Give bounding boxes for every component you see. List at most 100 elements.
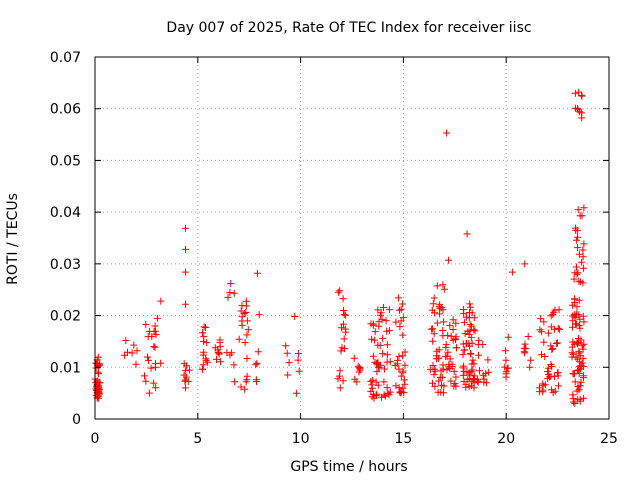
data-point xyxy=(545,364,553,372)
data-point xyxy=(224,293,232,301)
data-point xyxy=(147,364,155,372)
data-point xyxy=(334,375,342,383)
data-point xyxy=(396,323,404,331)
data-point xyxy=(336,367,344,375)
data-point xyxy=(485,368,493,376)
data-point xyxy=(570,275,578,283)
data-point xyxy=(356,365,364,373)
data-point xyxy=(443,129,451,137)
data-point xyxy=(122,337,130,344)
data-markers xyxy=(91,88,588,407)
data-point xyxy=(524,333,532,340)
x-tick-label: 25 xyxy=(600,431,618,447)
data-point xyxy=(253,378,260,385)
data-point xyxy=(447,377,455,385)
data-point xyxy=(450,367,458,375)
data-point xyxy=(430,330,438,338)
data-point xyxy=(575,250,583,258)
data-point xyxy=(203,339,211,347)
data-point xyxy=(95,378,103,386)
data-point xyxy=(440,382,448,390)
data-point xyxy=(548,386,556,394)
data-point xyxy=(398,300,406,308)
data-point xyxy=(436,310,444,318)
data-point xyxy=(230,361,238,369)
data-point xyxy=(466,303,474,311)
data-point xyxy=(395,384,403,392)
data-point xyxy=(574,233,581,241)
data-point xyxy=(433,347,441,355)
data-point xyxy=(374,306,382,314)
data-point xyxy=(295,367,303,375)
data-point xyxy=(579,246,587,254)
data-point xyxy=(392,318,400,326)
data-point xyxy=(128,349,136,357)
data-point xyxy=(152,384,160,392)
data-point xyxy=(431,382,439,390)
data-point xyxy=(385,306,393,314)
data-point xyxy=(449,326,457,333)
data-point xyxy=(141,372,148,380)
data-point xyxy=(459,340,467,348)
data-point xyxy=(157,297,165,305)
data-point xyxy=(285,359,293,367)
data-point xyxy=(340,335,348,343)
data-point xyxy=(569,370,577,377)
data-point xyxy=(573,367,581,375)
data-point xyxy=(433,355,440,363)
data-point xyxy=(152,363,159,371)
data-point xyxy=(391,362,399,369)
data-point xyxy=(466,350,474,357)
data-point xyxy=(94,386,102,394)
data-point xyxy=(399,352,407,360)
data-point xyxy=(241,385,249,393)
data-point xyxy=(573,263,580,271)
y-tick-label: 0 xyxy=(72,412,81,428)
data-point xyxy=(443,366,451,374)
data-point xyxy=(370,394,378,402)
data-point xyxy=(463,230,471,238)
data-point xyxy=(475,336,483,344)
data-point xyxy=(431,367,439,375)
data-point xyxy=(468,322,475,330)
data-point xyxy=(550,325,558,333)
data-point xyxy=(199,361,207,369)
data-point xyxy=(439,327,447,334)
data-point xyxy=(537,315,545,323)
data-point xyxy=(214,346,222,354)
data-point xyxy=(368,381,376,389)
data-point xyxy=(367,377,375,385)
data-point xyxy=(373,360,380,368)
data-point xyxy=(579,354,587,362)
data-point xyxy=(442,343,450,351)
data-point xyxy=(469,356,477,364)
data-point xyxy=(554,324,562,332)
y-tick-label: 0.04 xyxy=(50,205,81,221)
data-point xyxy=(439,281,447,289)
data-point xyxy=(504,364,512,372)
data-point xyxy=(574,206,582,214)
data-point xyxy=(383,351,391,359)
data-point xyxy=(430,294,438,302)
data-point xyxy=(235,335,243,343)
data-point xyxy=(554,369,561,377)
data-point xyxy=(576,324,584,332)
data-point xyxy=(202,324,209,331)
data-point xyxy=(94,394,102,402)
data-point xyxy=(337,347,345,355)
x-tick-label: 10 xyxy=(292,431,310,447)
data-point xyxy=(580,394,588,402)
data-point xyxy=(369,321,377,329)
data-point xyxy=(552,340,560,347)
x-tick-label: 20 xyxy=(497,431,515,447)
data-point xyxy=(539,380,547,388)
data-point xyxy=(238,313,246,321)
data-point xyxy=(342,328,350,336)
data-point xyxy=(284,371,292,379)
data-point xyxy=(539,386,547,394)
data-point xyxy=(572,320,579,328)
data-point xyxy=(338,324,345,332)
data-point xyxy=(243,331,251,339)
data-point xyxy=(460,378,468,385)
data-point xyxy=(386,358,394,366)
